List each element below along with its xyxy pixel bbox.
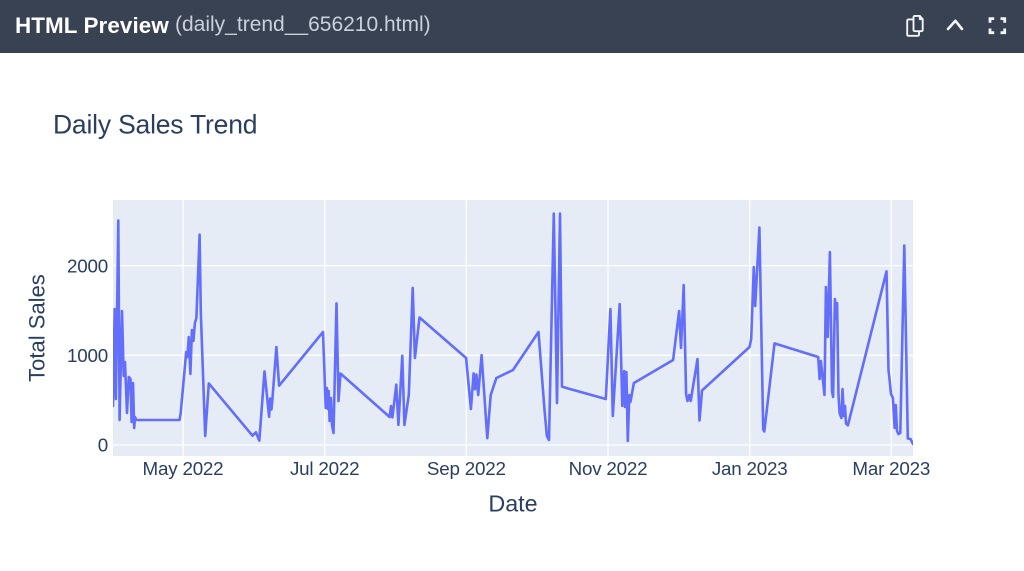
svg-text:1000: 1000	[67, 345, 108, 366]
svg-text:0: 0	[98, 435, 108, 456]
svg-text:Daily Sales Trend: Daily Sales Trend	[53, 109, 257, 139]
svg-text:Date: Date	[488, 491, 537, 517]
svg-text:Sep 2022: Sep 2022	[427, 458, 506, 479]
svg-text:Nov 2022: Nov 2022	[569, 458, 648, 479]
svg-text:Jul 2022: Jul 2022	[290, 458, 359, 479]
svg-text:Total Sales: Total Sales	[25, 274, 50, 382]
svg-text:Jan 2023: Jan 2023	[712, 458, 788, 479]
svg-text:Mar 2023: Mar 2023	[852, 458, 930, 479]
svg-text:2000: 2000	[67, 255, 108, 276]
svg-text:May 2022: May 2022	[143, 458, 224, 479]
